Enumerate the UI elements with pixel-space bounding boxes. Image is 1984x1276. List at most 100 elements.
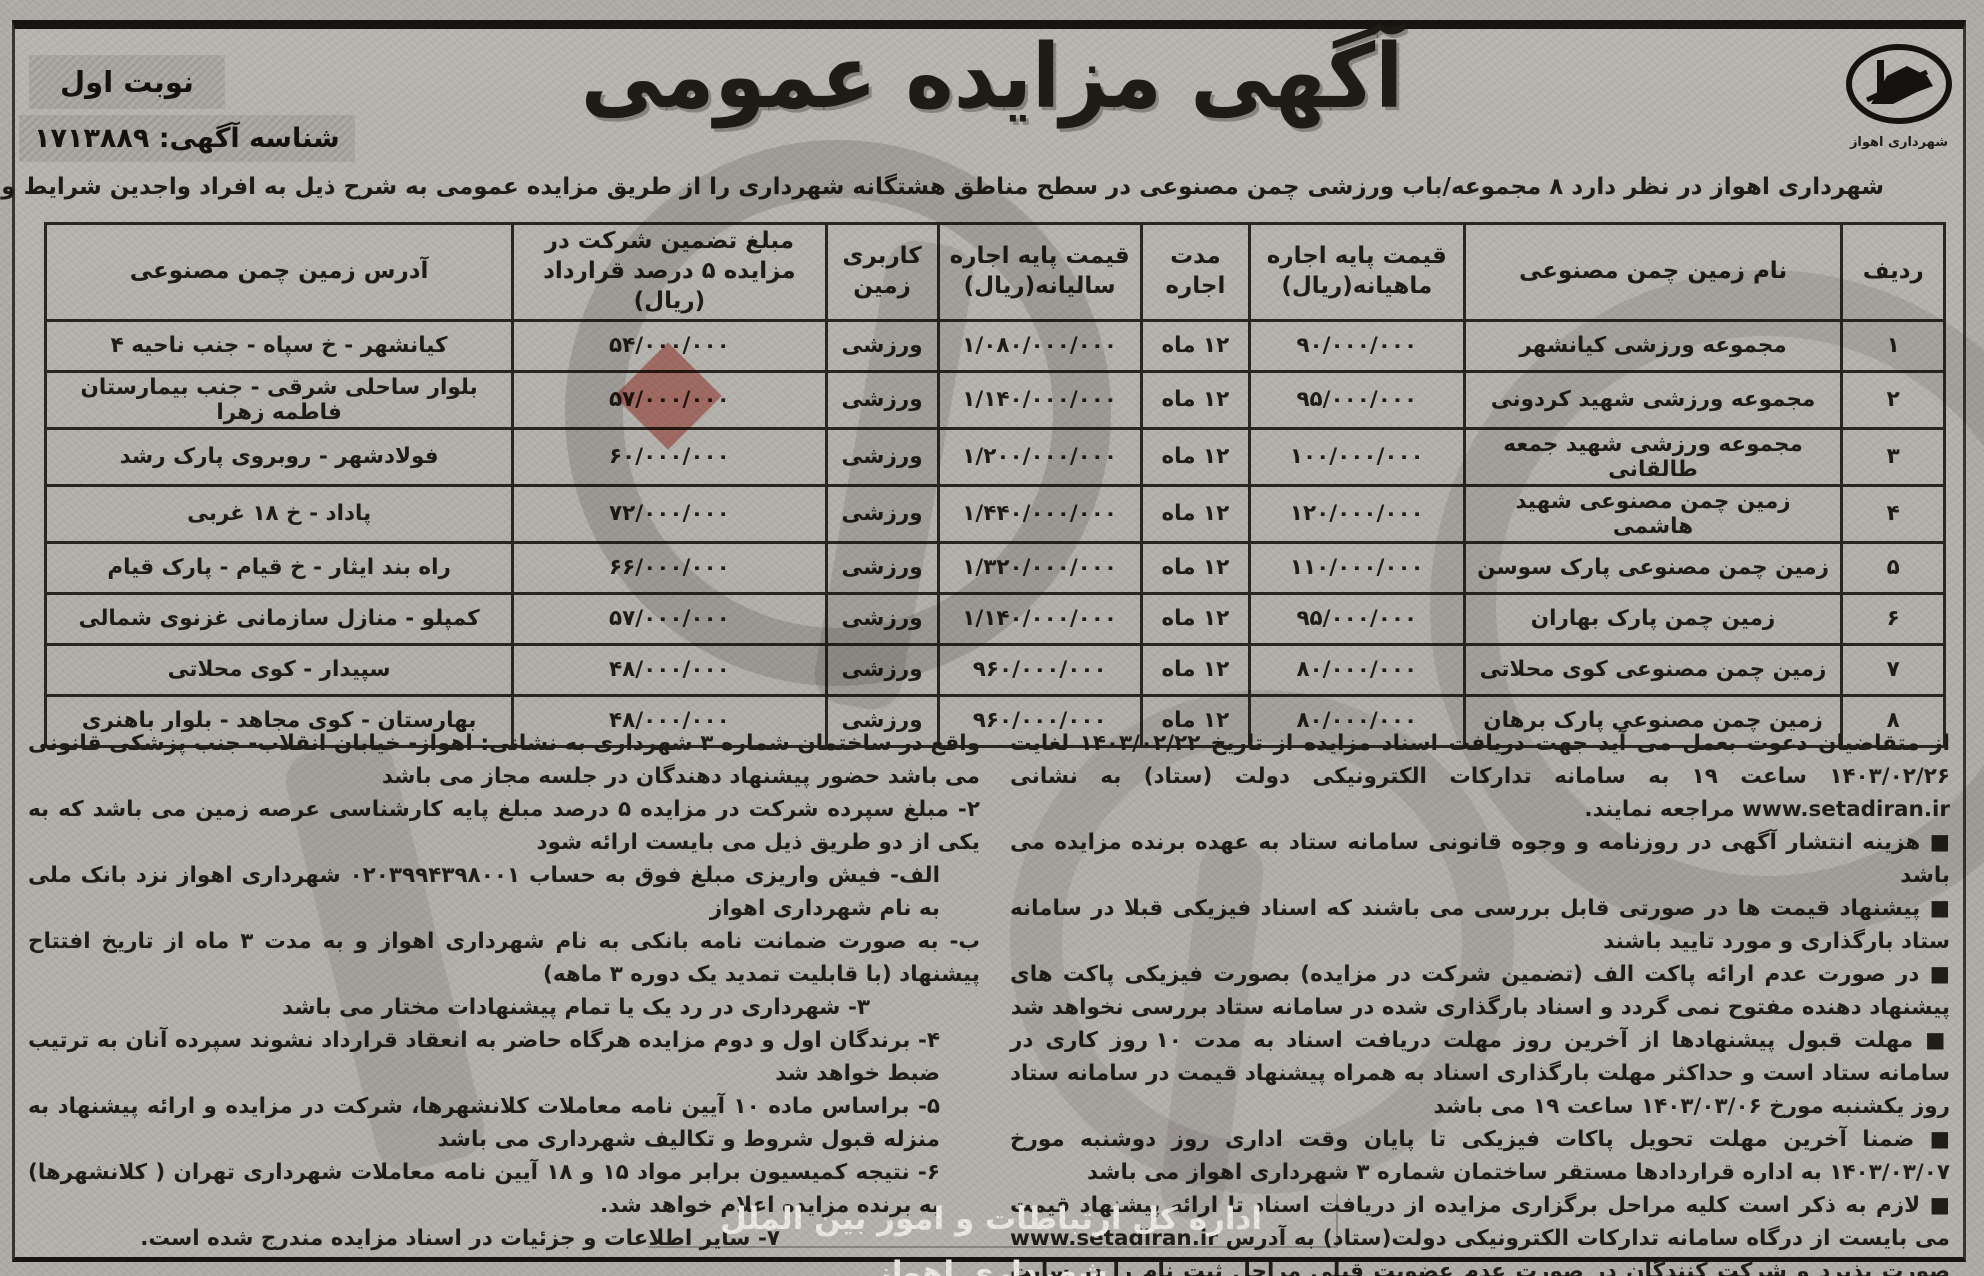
cell-annual-rent: ۱/۱۴۰/۰۰۰/۰۰۰ (936, 591, 1143, 646)
cell-deposit: ۶۶/۰۰۰/۰۰۰ (511, 540, 828, 595)
note-line: ■ ضمنا آخرین مهلت تحویل پاکات فیزیکی تا … (1010, 1127, 1950, 1185)
cell-deposit: ۴۸/۰۰۰/۰۰۰ (511, 642, 828, 697)
municipality-logo: شهرداری اهواز (1836, 42, 1962, 150)
note-line: ۵- براساس ماده ۱۰ آیین نامه معاملات کلان… (28, 1094, 940, 1152)
edition-badge: نوبت اول (30, 56, 224, 108)
table-row: ۱ مجموعه ورزشی کیانشهر ۹۰/۰۰۰/۰۰۰ ۱۲ ماه… (43, 318, 1946, 373)
table-row: ۴ زمین چمن مصنوعی شهید هاشمی ۱۲۰/۰۰۰/۰۰۰… (43, 483, 1946, 544)
cell-address: بهارستان - کوی مجاهد - بلوار باهنری (43, 693, 515, 748)
cell-land-use: ورزشی (824, 318, 940, 373)
cell-row-number: ۵ (1840, 540, 1946, 595)
cell-row-number: ۸ (1840, 693, 1946, 748)
cell-field-name: زمین چمن مصنوعی پارک برهان (1462, 693, 1844, 748)
cell-duration: ۱۲ ماه (1139, 318, 1252, 373)
cell-row-number: ۱ (1840, 318, 1946, 373)
cell-duration: ۱۲ ماه (1139, 483, 1252, 544)
cell-monthly-rent: ۱۲۰/۰۰۰/۰۰۰ (1248, 483, 1466, 544)
cell-deposit: ۵۷/۰۰۰/۰۰۰ (511, 591, 828, 646)
cell-monthly-rent: ۸۰/۰۰۰/۰۰۰ (1248, 642, 1466, 697)
issuing-department-banner: اداره کل ارتباطات و امور بین الملل شهردا… (646, 1192, 1336, 1276)
cell-land-use: ورزشی (824, 642, 940, 697)
cell-address: پاداد - خ ۱۸ غربی (43, 483, 515, 544)
cell-duration: ۱۲ ماه (1139, 369, 1252, 430)
note-line: واقع در ساختمان شماره ۳ شهرداری به نشانی… (28, 731, 980, 789)
note-line: ■ پیشنهاد قیمت ها در صورتی قابل بررسی می… (1010, 896, 1950, 954)
cell-annual-rent: ۱/۳۲۰/۰۰۰/۰۰۰ (936, 540, 1143, 595)
cell-field-name: مجموعه ورزشی کیانشهر (1462, 318, 1844, 373)
auction-table: ردیف نام زمین چمن مصنوعی قیمت پایه اجاره… (43, 222, 1946, 748)
cell-deposit: ۶۰/۰۰۰/۰۰۰ (511, 426, 828, 487)
note-line: ۲- مبلغ سپرده شرکت در مزایده ۵ درصد مبلغ… (28, 797, 980, 855)
cell-address: فولادشهر - روبروی پارک رشد (43, 426, 515, 487)
header-address: آدرس زمین چمن مصنوعی (43, 222, 515, 322)
cell-field-name: زمین چمن مصنوعی شهید هاشمی (1462, 483, 1844, 544)
note-line: ۳- شهرداری در رد یک یا تمام پیشنهادات مخ… (281, 995, 870, 1020)
intro-paragraph: شهرداری اهواز در نظر دارد ۸ مجموعه/باب و… (0, 174, 1884, 200)
cell-monthly-rent: ۹۰/۰۰۰/۰۰۰ (1248, 318, 1466, 373)
header-deposit: مبلغ تضمین شرکت در مزایده ۵ درصد قرارداد… (511, 222, 828, 322)
cell-annual-rent: ۹۶۰/۰۰۰/۰۰۰ (936, 642, 1143, 697)
header-field-name: نام زمین چمن مصنوعی (1462, 222, 1844, 322)
ad-id-badge: شناسه آگهی: ۱۷۱۳۸۸۹ (20, 116, 354, 161)
cell-duration: ۱۲ ماه (1139, 540, 1252, 595)
note-line: الف- فیش واریزی مبلغ فوق به حساب ۰۲۰۳۹۹۴… (28, 863, 940, 921)
cell-deposit: ۴۸/۰۰۰/۰۰۰ (511, 693, 828, 748)
cell-field-name: زمین چمن پارک بهاران (1462, 591, 1844, 646)
cell-monthly-rent: ۱۱۰/۰۰۰/۰۰۰ (1248, 540, 1466, 595)
cell-address: سپیدار - کوی محلاتی (43, 642, 515, 697)
header-annual-rent: قیمت پایه اجاره سالیانه(ریال) (936, 222, 1143, 322)
cell-row-number: ۶ (1840, 591, 1946, 646)
table-row: ۷ زمین چمن مصنوعی کوی محلاتی ۸۰/۰۰۰/۰۰۰ … (43, 642, 1946, 697)
cell-monthly-rent: ۹۵/۰۰۰/۰۰۰ (1248, 369, 1466, 430)
table-row: ۳ مجموعه ورزشی شهید جمعه طالقانی ۱۰۰/۰۰۰… (43, 426, 1946, 487)
table-row: ۶ زمین چمن پارک بهاران ۹۵/۰۰۰/۰۰۰ ۱۲ ماه… (43, 591, 1946, 646)
cell-annual-rent: ۱/۱۴۰/۰۰۰/۰۰۰ (936, 369, 1143, 430)
header-row-number: ردیف (1840, 222, 1946, 322)
cell-duration: ۱۲ ماه (1139, 426, 1252, 487)
note-line: ■ در صورت عدم ارائه پاکت الف (تضمین شرکت… (1010, 962, 1950, 1020)
cell-address: کمپلو - منازل سازمانی غزنوی شمالی (43, 591, 515, 646)
note-line: ب- به صورت ضمانت نامه بانکی به نام شهردا… (28, 929, 980, 987)
cell-land-use: ورزشی (824, 591, 940, 646)
cell-field-name: مجموعه ورزشی شهید کردونی (1462, 369, 1844, 430)
cell-monthly-rent: ۹۵/۰۰۰/۰۰۰ (1248, 591, 1466, 646)
cell-row-number: ۳ (1840, 426, 1946, 487)
cell-land-use: ورزشی (824, 369, 940, 430)
cell-deposit: ۷۲/۰۰۰/۰۰۰ (511, 483, 828, 544)
cell-row-number: ۲ (1840, 369, 1946, 430)
table-row: ۵ زمین چمن مصنوعی پارک سوسن ۱۱۰/۰۰۰/۰۰۰ … (43, 540, 1946, 595)
note-line: ۷- سایر اطلاعات و جزئیات در اسناد مزایده… (140, 1226, 780, 1251)
cell-address: راه بند ایثار - خ قیام - پارک قیام (43, 540, 515, 595)
cell-row-number: ۴ (1840, 483, 1946, 544)
table-header-row: ردیف نام زمین چمن مصنوعی قیمت پایه اجاره… (43, 222, 1946, 322)
cell-land-use: ورزشی (824, 483, 940, 544)
cell-address: کیانشهر - خ سپاه - جنب ناحیه ۴ (43, 318, 515, 373)
conditions-column-left: واقع در ساختمان شماره ۳ شهرداری به نشانی… (28, 727, 980, 1255)
cell-land-use: ورزشی (824, 426, 940, 487)
table-row: ۲ مجموعه ورزشی شهید کردونی ۹۵/۰۰۰/۰۰۰ ۱۲… (43, 369, 1946, 430)
cell-field-name: زمین چمن مصنوعی کوی محلاتی (1462, 642, 1844, 697)
cell-address: بلوار ساحلی شرقی - جنب بیمارستان فاطمه ز… (43, 369, 515, 430)
cell-annual-rent: ۱/۴۴۰/۰۰۰/۰۰۰ (936, 483, 1143, 544)
cell-field-name: زمین چمن مصنوعی پارک سوسن (1462, 540, 1844, 595)
cell-deposit: ۵۷/۰۰۰/۰۰۰ (511, 369, 828, 430)
cell-annual-rent: ۱/۰۸۰/۰۰۰/۰۰۰ (936, 318, 1143, 373)
note-line: ■ مهلت قبول پیشنهادها از آخرین روز مهلت … (1010, 1028, 1950, 1119)
note-line: ■ هزینه انتشار آگهی در روزنامه و وجوه قا… (1010, 830, 1950, 888)
cell-land-use: ورزشی (824, 540, 940, 595)
cell-duration: ۱۲ ماه (1139, 642, 1252, 697)
note-line: از متقاضیان دعوت بعمل می آید جهت دریافت … (1010, 731, 1950, 822)
logo-caption: شهرداری اهواز (1849, 135, 1949, 150)
cell-annual-rent: ۱/۲۰۰/۰۰۰/۰۰۰ (936, 426, 1143, 487)
note-line: ۶- نتیجه کمیسیون برابر مواد ۱۵ و ۱۸ آیین… (28, 1160, 940, 1218)
header-land-use: کاربری زمین (824, 222, 940, 322)
municipality-logo-icon (1846, 44, 1952, 124)
cell-duration: ۱۲ ماه (1139, 591, 1252, 646)
header-monthly-rent: قیمت پایه اجاره ماهیانه(ریال) (1248, 222, 1466, 322)
note-line: ۴- برندگان اول و دوم مزایده هرگاه حاضر ب… (28, 1028, 940, 1086)
cell-monthly-rent: ۱۰۰/۰۰۰/۰۰۰ (1248, 426, 1466, 487)
cell-row-number: ۷ (1840, 642, 1946, 697)
page-title: آگهی مزایده عمومی (580, 26, 1406, 129)
header-duration: مدت اجاره (1139, 222, 1252, 322)
